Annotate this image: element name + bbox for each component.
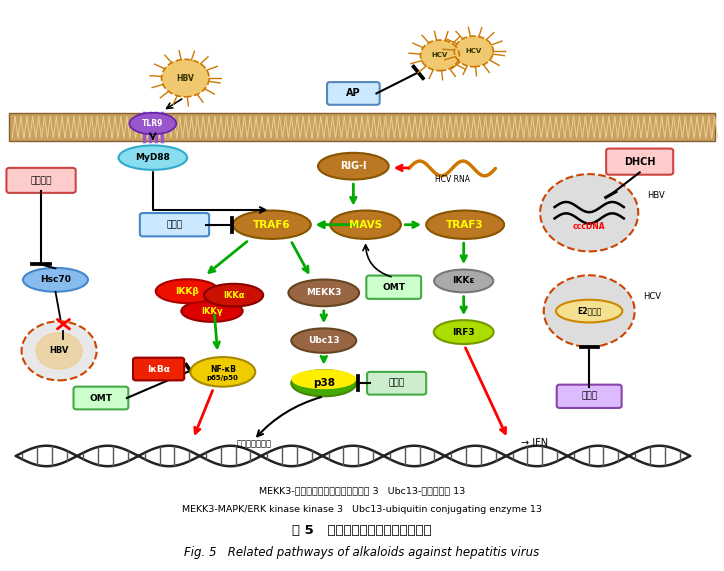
Text: 梾定碱: 梾定碱	[167, 220, 182, 229]
Text: MAVS: MAVS	[349, 220, 382, 230]
Text: HCV: HCV	[466, 49, 482, 54]
FancyBboxPatch shape	[327, 82, 379, 105]
FancyBboxPatch shape	[367, 372, 426, 395]
Text: 千金藤素: 千金藤素	[30, 176, 52, 185]
Ellipse shape	[434, 270, 493, 292]
Text: HCV RNA: HCV RNA	[434, 175, 470, 184]
Ellipse shape	[330, 211, 401, 239]
Text: p38: p38	[313, 378, 334, 388]
Ellipse shape	[291, 370, 356, 396]
Text: IKKε: IKKε	[452, 276, 475, 286]
Text: AP: AP	[346, 89, 361, 98]
Ellipse shape	[288, 280, 359, 306]
FancyBboxPatch shape	[366, 276, 421, 299]
Circle shape	[421, 40, 459, 71]
Text: HBV: HBV	[647, 191, 665, 200]
Text: TLR9: TLR9	[142, 119, 164, 128]
Text: cccDNA: cccDNA	[573, 222, 605, 231]
Ellipse shape	[291, 328, 356, 353]
FancyBboxPatch shape	[606, 148, 673, 175]
Text: DHCH: DHCH	[624, 156, 655, 167]
Ellipse shape	[434, 320, 494, 344]
Ellipse shape	[291, 369, 356, 389]
Ellipse shape	[190, 357, 256, 387]
Text: OMT: OMT	[90, 393, 112, 403]
Text: MEKK3-有丝分裂原活化蛋白激酶激酶 3   Ubc13-泛素结合酶 13: MEKK3-有丝分裂原活化蛋白激酶激酶 3 Ubc13-泛素结合酶 13	[259, 486, 465, 496]
Circle shape	[458, 38, 490, 65]
Ellipse shape	[156, 279, 219, 303]
Text: p65/p50: p65/p50	[207, 375, 239, 381]
Text: 炎症性细胞因子: 炎症性细胞因子	[236, 439, 272, 448]
Text: MyD88: MyD88	[135, 153, 170, 162]
FancyBboxPatch shape	[133, 357, 184, 380]
Text: TRAF6: TRAF6	[253, 220, 290, 230]
Ellipse shape	[318, 153, 389, 179]
Circle shape	[424, 42, 456, 69]
Text: IRF3: IRF3	[452, 328, 475, 336]
Ellipse shape	[119, 146, 187, 170]
Text: MEKK3-MAPK/ERK kinase kinase 3   Ubc13-ubiquitin conjugating enzyme 13: MEKK3-MAPK/ERK kinase kinase 3 Ubc13-ubi…	[182, 505, 542, 514]
Text: 槐啶碱: 槐啶碱	[389, 379, 405, 388]
Text: HCV: HCV	[644, 292, 661, 301]
Text: E2糖蛋白: E2糖蛋白	[577, 307, 602, 316]
FancyBboxPatch shape	[140, 213, 209, 236]
Ellipse shape	[23, 268, 88, 292]
Ellipse shape	[181, 300, 243, 322]
Text: NF-κB: NF-κB	[210, 365, 236, 374]
Circle shape	[540, 174, 639, 251]
Text: TRAF3: TRAF3	[446, 220, 484, 230]
Text: MEKK3: MEKK3	[306, 288, 342, 297]
Ellipse shape	[130, 112, 176, 134]
Text: Fig. 5   Related pathways of alkaloids against hepatitis virus: Fig. 5 Related pathways of alkaloids aga…	[185, 546, 539, 559]
Text: HBV: HBV	[49, 347, 69, 355]
FancyBboxPatch shape	[7, 168, 76, 193]
FancyBboxPatch shape	[9, 113, 715, 140]
Text: 小檗碱: 小檗碱	[581, 392, 597, 401]
Circle shape	[544, 275, 635, 347]
Circle shape	[36, 333, 82, 369]
Text: OMT: OMT	[382, 283, 405, 292]
Text: IKKγ: IKKγ	[201, 307, 223, 316]
Text: 图 5   生物碱抗肝炎病毒的相关通路: 图 5 生物碱抗肝炎病毒的相关通路	[292, 525, 432, 537]
Ellipse shape	[233, 211, 311, 239]
Text: IKKβ: IKKβ	[176, 287, 199, 296]
Circle shape	[165, 62, 206, 94]
Text: IκBα: IκBα	[147, 364, 170, 373]
Ellipse shape	[426, 211, 504, 239]
Text: → IFN: → IFN	[521, 439, 548, 448]
Text: Ubc13: Ubc13	[308, 336, 340, 345]
Text: Hsc70: Hsc70	[40, 275, 71, 284]
FancyBboxPatch shape	[74, 387, 128, 409]
Ellipse shape	[556, 300, 623, 323]
Circle shape	[455, 36, 493, 67]
Text: HCV: HCV	[432, 53, 448, 58]
Circle shape	[161, 59, 209, 97]
Ellipse shape	[204, 284, 264, 307]
FancyBboxPatch shape	[557, 385, 622, 408]
Text: RIG-I: RIG-I	[340, 161, 366, 171]
Text: IKKα: IKKα	[223, 291, 245, 300]
Text: HBV: HBV	[177, 74, 194, 83]
Circle shape	[22, 321, 96, 380]
